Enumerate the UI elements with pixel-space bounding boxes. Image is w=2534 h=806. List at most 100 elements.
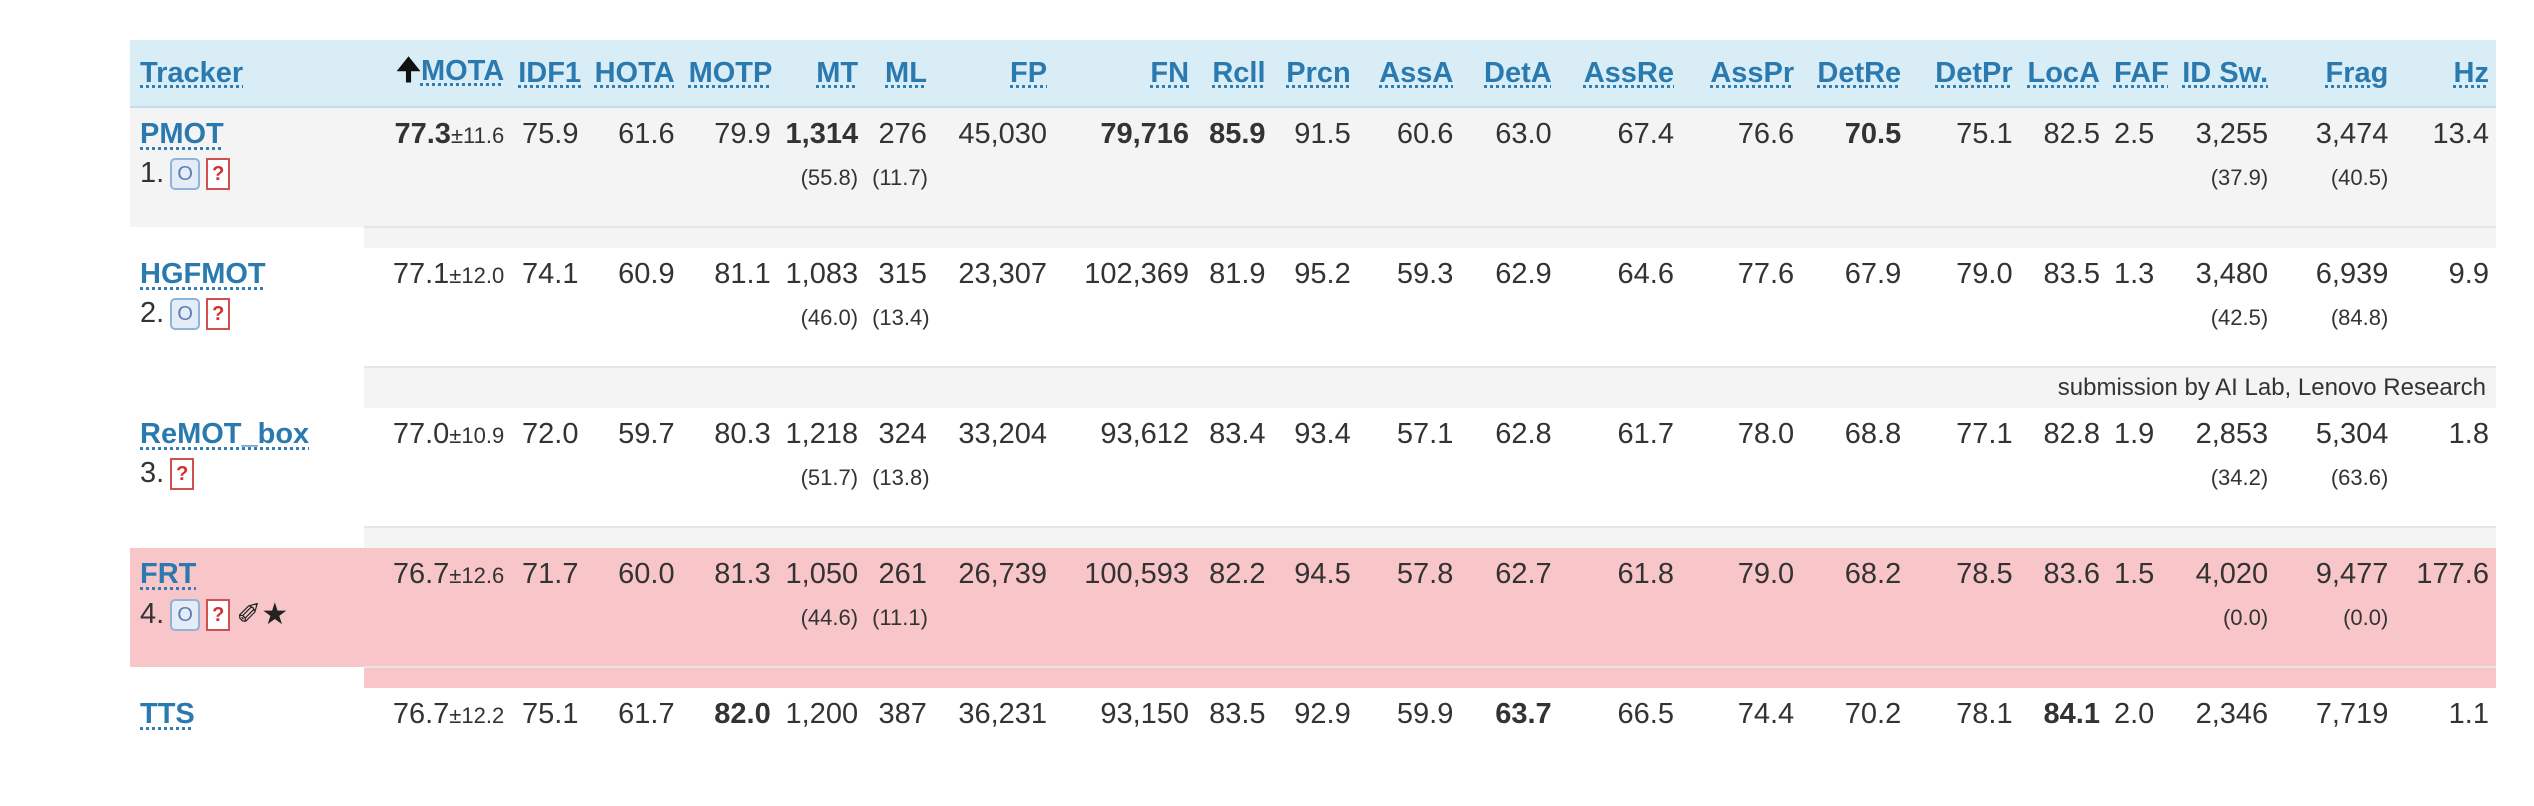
tracker-link[interactable]: PMOT xyxy=(140,118,224,150)
cell-idf1: 71.7 xyxy=(511,548,586,667)
cell-prcn: 94.5 xyxy=(1272,548,1358,667)
col-header-hota[interactable]: HOTA xyxy=(585,40,682,108)
cell-rcll: 81.9 xyxy=(1196,248,1273,367)
col-header-prcn[interactable]: Prcn xyxy=(1272,40,1358,108)
cell-fn: 79,716 xyxy=(1054,107,1197,227)
cell-hz: 9.9 xyxy=(2395,248,2496,367)
col-header-tracker[interactable]: Tracker xyxy=(130,40,364,108)
benchmark-table-container: Tracker 🠉MOTA IDF1 HOTA MOTP MT ML FP FN… xyxy=(130,40,2496,806)
col-header-idsw[interactable]: ID Sw. xyxy=(2159,40,2276,108)
cell-mota: 77.0±10.9 xyxy=(363,408,512,527)
cell-loca: 84.1 xyxy=(2019,688,2107,806)
cell-motp: 79.9 xyxy=(681,107,778,227)
col-header-mt[interactable]: MT xyxy=(777,40,866,108)
cell-rcll: 83.4 xyxy=(1196,408,1273,527)
cell-deta: 62.7 xyxy=(1460,548,1559,667)
cell-hota: 59.7 xyxy=(585,408,682,527)
cell-mt: 1,083 (46.0) xyxy=(777,248,866,367)
cell-fn: 100,593 xyxy=(1054,548,1197,667)
cell-frag: 9,477 (0.0) xyxy=(2275,548,2396,667)
col-header-idf1[interactable]: IDF1 xyxy=(511,40,586,108)
table-row: PMOT 1. O ? 77.3±11.6 75.9 61.6 79.9 1,3… xyxy=(130,107,2496,227)
tracker-link[interactable]: TTS xyxy=(140,698,195,730)
cell-detpr: 78.1 xyxy=(1908,688,2020,806)
cell-ml: 387 xyxy=(865,688,934,806)
col-header-asspr[interactable]: AssPr xyxy=(1681,40,1802,108)
cell-faf: 1.9 xyxy=(2106,408,2160,527)
cell-detpr: 77.1 xyxy=(1908,408,2020,527)
cell-idsw: 4,020 (0.0) xyxy=(2159,548,2276,667)
cell-assre: 66.5 xyxy=(1558,688,1681,806)
open-source-badge-icon[interactable]: O xyxy=(170,598,201,631)
cell-assa: 57.8 xyxy=(1357,548,1461,667)
sort-up-arrow-icon: 🠉 xyxy=(396,53,421,87)
cell-prcn: 93.4 xyxy=(1272,408,1358,527)
cell-deta: 63.7 xyxy=(1460,688,1559,806)
cell-prcn: 91.5 xyxy=(1272,107,1358,227)
cell-deta: 63.0 xyxy=(1460,107,1559,227)
header-row: Tracker 🠉MOTA IDF1 HOTA MOTP MT ML FP FN… xyxy=(130,40,2496,108)
col-header-loca[interactable]: LocA xyxy=(2019,40,2107,108)
table-row: ReMOT_box 3. ? 77.0±10.9 72.0 59.7 80.3 … xyxy=(130,408,2496,527)
cell-mota: 76.7±12.2 xyxy=(363,688,512,806)
cell-asspr: 78.0 xyxy=(1681,408,1802,527)
cell-faf: 2.5 xyxy=(2106,107,2160,227)
tracker-link[interactable]: ReMOT_box xyxy=(140,418,310,450)
cell-fp: 45,030 xyxy=(933,107,1055,227)
col-header-fn[interactable]: FN xyxy=(1054,40,1197,108)
col-header-motp[interactable]: MOTP xyxy=(681,40,778,108)
tracker-cell: ReMOT_box 3. ? xyxy=(130,408,364,527)
col-header-ml[interactable]: ML xyxy=(865,40,934,108)
cell-fp: 36,231 xyxy=(933,688,1055,806)
col-header-mota[interactable]: 🠉MOTA xyxy=(363,40,512,108)
rank-label: 2. xyxy=(140,297,165,329)
col-header-rcll[interactable]: Rcll xyxy=(1196,40,1273,108)
cell-hota: 61.6 xyxy=(585,107,682,227)
table-row-highlighted: FRT 4. O ? ✐★ 76.7±12.6 71.7 60.0 81.3 1… xyxy=(130,548,2496,667)
cell-assre: 61.7 xyxy=(1558,408,1681,527)
benchmark-table: Tracker 🠉MOTA IDF1 HOTA MOTP MT ML FP FN… xyxy=(130,40,2496,806)
cell-prcn: 92.9 xyxy=(1272,688,1358,806)
col-header-detpr[interactable]: DetPr xyxy=(1908,40,2020,108)
cell-mota: 77.1±12.0 xyxy=(363,248,512,367)
cell-idf1: 72.0 xyxy=(511,408,586,527)
row-spacer xyxy=(130,666,2496,688)
open-source-badge-icon[interactable]: O xyxy=(170,297,201,330)
cell-rcll: 83.5 xyxy=(1196,688,1273,806)
help-badge-icon[interactable]: ? xyxy=(206,598,231,631)
cell-assa: 59.3 xyxy=(1357,248,1461,367)
cell-detpr: 75.1 xyxy=(1908,107,2020,227)
rank-label: 1. xyxy=(140,157,165,189)
open-source-badge-icon[interactable]: O xyxy=(170,157,201,190)
tracker-cell: TTS xyxy=(130,688,364,806)
help-badge-icon[interactable]: ? xyxy=(206,297,231,330)
tracker-link[interactable]: FRT xyxy=(140,558,197,590)
cell-mt: 1,050 (44.6) xyxy=(777,548,866,667)
col-header-detre[interactable]: DetRe xyxy=(1801,40,1909,108)
cell-ml: 276 (11.7) xyxy=(865,107,934,227)
col-header-frag[interactable]: Frag xyxy=(2275,40,2396,108)
help-badge-icon[interactable]: ? xyxy=(170,457,195,490)
row-spacer xyxy=(130,226,2496,248)
help-badge-icon[interactable]: ? xyxy=(206,157,231,190)
col-header-hz[interactable]: Hz xyxy=(2395,40,2496,108)
cell-asspr: 74.4 xyxy=(1681,688,1802,806)
col-header-assre[interactable]: AssRe xyxy=(1558,40,1681,108)
cell-faf: 1.5 xyxy=(2106,548,2160,667)
cell-deta: 62.9 xyxy=(1460,248,1559,367)
cell-asspr: 79.0 xyxy=(1681,548,1802,667)
col-header-fp[interactable]: FP xyxy=(933,40,1055,108)
cell-detre: 68.2 xyxy=(1801,548,1909,667)
cell-idf1: 75.1 xyxy=(511,688,586,806)
cell-mota: 76.7±12.6 xyxy=(363,548,512,667)
cell-loca: 82.8 xyxy=(2019,408,2107,527)
col-header-assa[interactable]: AssA xyxy=(1357,40,1461,108)
cell-faf: 2.0 xyxy=(2106,688,2160,806)
col-header-faf[interactable]: FAF xyxy=(2106,40,2169,108)
cell-loca: 83.5 xyxy=(2019,248,2107,367)
cell-faf: 1.3 xyxy=(2106,248,2160,367)
cell-fn: 93,150 xyxy=(1054,688,1197,806)
cell-motp: 82.0 xyxy=(681,688,778,806)
tracker-link[interactable]: HGFMOT xyxy=(140,258,266,290)
col-header-deta[interactable]: DetA xyxy=(1460,40,1559,108)
